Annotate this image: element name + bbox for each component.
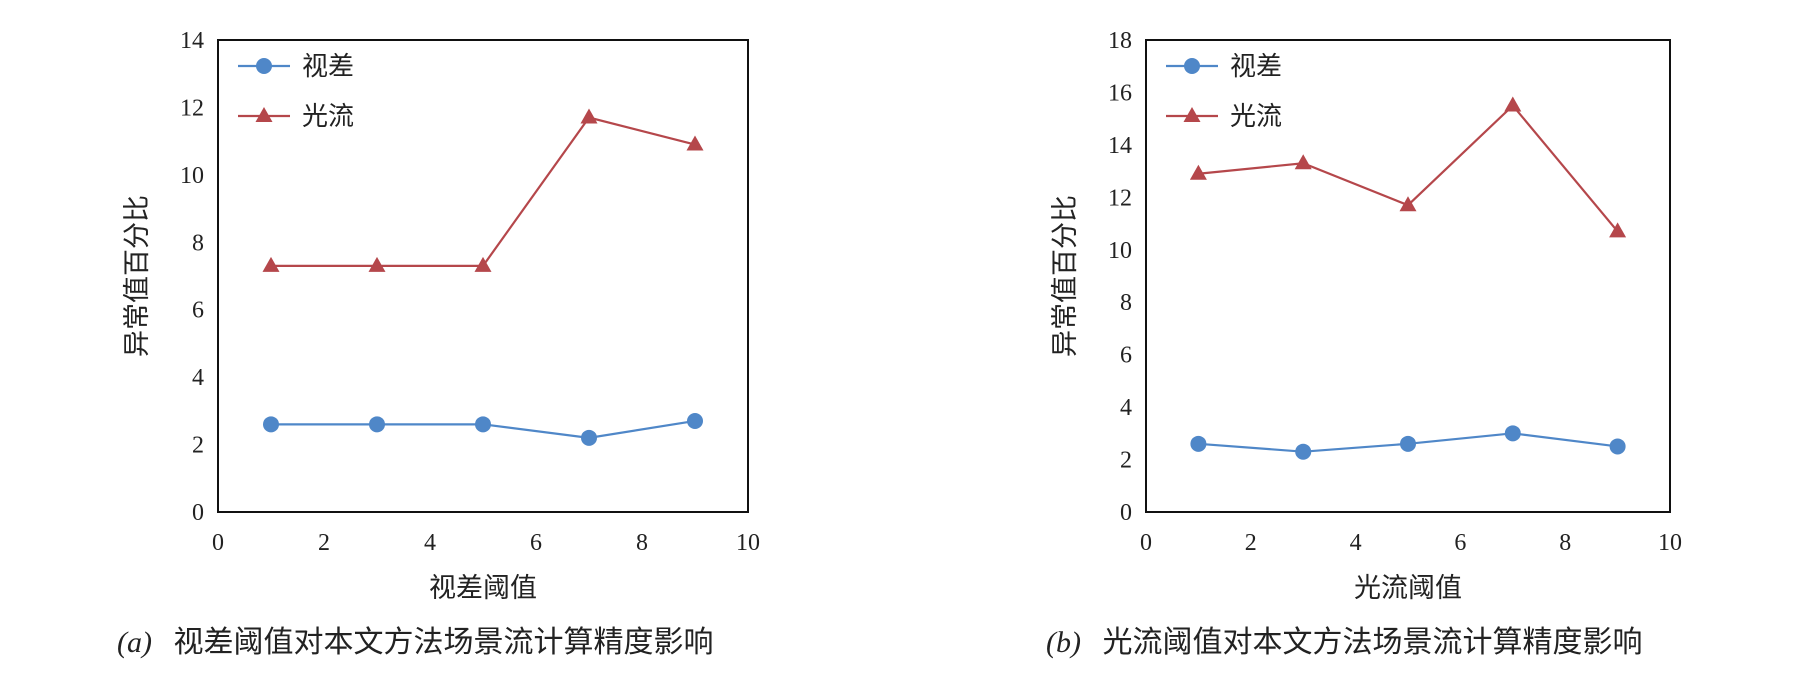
plot-area-frame xyxy=(217,39,749,513)
data-point-triangle xyxy=(1504,96,1522,112)
data-point-circle xyxy=(369,416,385,433)
data-point-triangle xyxy=(686,135,704,151)
legend-label-flow: 光流 xyxy=(1230,102,1282,132)
x-tick-label: 4 xyxy=(424,530,436,556)
legend-marker-triangle xyxy=(1183,107,1201,122)
plot-area-frame xyxy=(1145,39,1671,513)
data-point-circle xyxy=(1295,443,1312,460)
y-tick-label: 10 xyxy=(180,163,204,189)
legend-marker-circle xyxy=(256,58,272,74)
x-tick-label: 10 xyxy=(736,530,760,556)
y-tick-label: 8 xyxy=(1120,290,1132,316)
legend-marker-triangle xyxy=(255,107,273,122)
x-tick-label: 4 xyxy=(1350,530,1362,556)
y-tick-label: 10 xyxy=(1108,238,1132,264)
data-point-triangle xyxy=(474,256,492,272)
x-tick-label: 0 xyxy=(1140,530,1152,556)
legend-label-disparity: 视差 xyxy=(302,52,354,82)
caption-a-tag: (a) xyxy=(117,626,152,659)
data-point-triangle xyxy=(1189,164,1207,180)
data-point-triangle xyxy=(580,108,598,124)
data-point-circle xyxy=(687,412,703,429)
x-axis-label: 光流阈值 xyxy=(1354,573,1462,604)
y-tick-label: 0 xyxy=(1120,500,1132,526)
y-tick-label: 4 xyxy=(1120,395,1132,421)
x-tick-label: 8 xyxy=(636,530,648,556)
x-tick-label: 2 xyxy=(318,530,330,556)
data-point-circle xyxy=(263,416,279,433)
x-tick-label: 0 xyxy=(212,530,224,556)
y-tick-label: 2 xyxy=(192,433,204,459)
y-tick-label: 18 xyxy=(1108,28,1132,54)
x-tick-label: 6 xyxy=(530,530,542,556)
caption-b-text: 光流阈值对本文方法场景流计算精度影响 xyxy=(1103,625,1643,660)
y-tick-label: 14 xyxy=(180,28,204,54)
x-tick-label: 8 xyxy=(1559,530,1571,556)
x-tick-label: 10 xyxy=(1658,530,1682,556)
y-axis-label: 异常值百分比 xyxy=(1050,195,1081,357)
y-tick-label: 6 xyxy=(192,298,204,324)
y-tick-label: 12 xyxy=(1108,185,1132,211)
data-point-triangle xyxy=(1399,196,1417,212)
y-axis-label: 异常值百分比 xyxy=(122,195,153,357)
data-point-circle xyxy=(1609,438,1626,455)
caption-a-text: 视差阈值对本文方法场景流计算精度影响 xyxy=(174,625,714,660)
series-line-flow xyxy=(271,116,696,267)
data-point-circle xyxy=(1400,435,1416,452)
y-tick-label: 2 xyxy=(1120,448,1132,474)
y-tick-label: 14 xyxy=(1108,133,1132,159)
legend-label-flow: 光流 xyxy=(302,102,354,132)
data-point-triangle xyxy=(262,256,280,272)
x-axis-label: 视差阈值 xyxy=(429,573,537,604)
data-point-triangle xyxy=(1609,222,1627,238)
x-tick-label: 6 xyxy=(1454,530,1466,556)
data-point-circle xyxy=(475,416,491,433)
data-point-triangle xyxy=(368,256,386,272)
y-tick-label: 4 xyxy=(192,365,204,391)
data-point-circle xyxy=(581,429,597,446)
data-point-triangle xyxy=(1294,154,1312,170)
y-tick-label: 6 xyxy=(1120,343,1132,369)
y-tick-label: 0 xyxy=(192,500,204,526)
y-tick-label: 8 xyxy=(192,230,204,256)
caption-b-tag: (b) xyxy=(1046,626,1081,659)
y-tick-label: 16 xyxy=(1108,80,1132,106)
data-point-circle xyxy=(1190,435,1207,452)
caption-a: (a) 视差阈值对本文方法场景流计算精度影响 xyxy=(117,625,714,660)
data-point-circle xyxy=(1504,425,1521,442)
caption-b: (b) 光流阈值对本文方法场景流计算精度影响 xyxy=(1046,625,1643,660)
y-tick-label: 12 xyxy=(180,95,204,121)
legend-label-disparity: 视差 xyxy=(1230,52,1282,82)
x-tick-label: 2 xyxy=(1245,530,1257,556)
legend-marker-circle xyxy=(1184,58,1200,74)
